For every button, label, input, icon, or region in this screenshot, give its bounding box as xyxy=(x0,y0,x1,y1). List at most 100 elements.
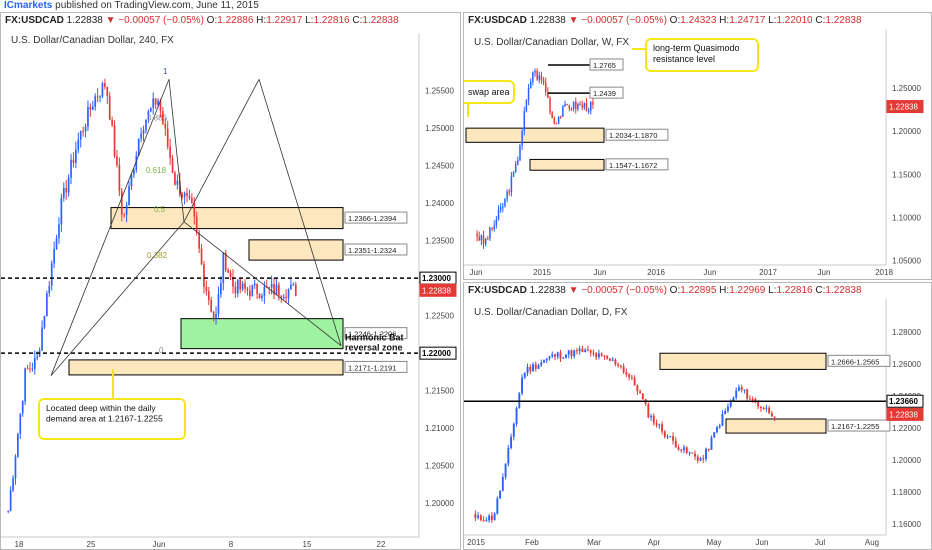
h4-zone-label-box xyxy=(344,211,408,224)
h4-candle-body xyxy=(241,283,244,290)
daily-candle-body xyxy=(672,436,675,441)
panel-h4[interactable]: FX:USDCAD 1.22838 ▼ −0.00057 (−0.05%) O:… xyxy=(0,12,461,550)
weekly-y-tick-label: 1.25000 xyxy=(892,84,921,93)
h4-candle-body xyxy=(9,490,12,511)
h4-candle-body xyxy=(239,279,242,290)
h4-candle-body xyxy=(120,191,123,215)
daily-y-tick-label: 1.22000 xyxy=(892,424,921,433)
daily-ohlc-header: FX:USDCAD 1.22838 ▼ −0.00057 (−0.05%) O:… xyxy=(468,285,862,296)
daily-price-tag: 1.22838 xyxy=(889,410,918,419)
h4-zone-label-box xyxy=(344,243,408,256)
h4-candle-body xyxy=(36,356,39,359)
daily-candle-body xyxy=(496,498,499,514)
h4-candle-body xyxy=(82,131,84,133)
h4-candle-body xyxy=(29,368,31,370)
h4-candle-body xyxy=(217,294,220,315)
h4-chart[interactable]: 1.25500 1.25000 1.24500 1.24000 1.23500 1.230… xyxy=(1,13,460,549)
h4-candle-body xyxy=(72,159,75,163)
daily-candle-body xyxy=(597,353,600,358)
weekly-candle-body xyxy=(544,82,547,92)
h4-candle-body xyxy=(207,291,210,301)
published-text: published on TradingView.com, June 11, 2… xyxy=(52,0,259,11)
daily-candle-body xyxy=(674,440,677,448)
h4-candle-body xyxy=(142,130,145,134)
h4-zone-label: 1.2351-1.2324 xyxy=(348,246,396,255)
weekly-y-tick-label: 1.10000 xyxy=(892,213,921,222)
h4-candle-body xyxy=(116,156,118,165)
weekly-candle-body xyxy=(583,103,586,108)
daily-zone-label: 1.2666-1.2565 xyxy=(831,357,879,366)
h4-candle-body xyxy=(169,146,171,159)
h4-candle-body xyxy=(212,311,215,319)
h4-candle-body xyxy=(70,159,72,178)
h4-y-tick-label: 1.25000 xyxy=(425,124,454,133)
weekly-chart[interactable]: 1.25000 1.20000 1.15000 1.10000 1.05000 Jun 20… xyxy=(464,13,931,279)
daily-candle-body xyxy=(562,357,565,359)
h4-candle-body xyxy=(282,297,285,299)
h4-candle-body xyxy=(203,264,205,287)
weekly-y-tick-label: 1.05000 xyxy=(892,257,921,266)
daily-candle-body xyxy=(655,423,658,425)
daily-candle-body xyxy=(661,424,664,432)
h4-price-tag-box xyxy=(419,346,457,360)
weekly-candle-body xyxy=(538,75,541,80)
weekly-candle-body xyxy=(577,104,579,109)
daily-candle-body xyxy=(680,449,683,451)
daily-candle-body xyxy=(619,365,622,367)
h4-candle-body xyxy=(251,285,254,297)
daily-candle-body xyxy=(740,387,743,390)
daily-chart[interactable]: 1.280001.260001.240001.220001.200001.180… xyxy=(464,283,931,549)
weekly-candle-body xyxy=(581,105,583,108)
h4-candle-body xyxy=(91,106,94,110)
h4-candle-body xyxy=(222,252,225,284)
weekly-candle-body xyxy=(555,123,558,125)
weekly-candle-body xyxy=(478,236,480,241)
h4-candle-body xyxy=(152,98,155,108)
h4-candle-body xyxy=(220,283,222,295)
h4-candle-body xyxy=(50,263,53,286)
daily-candle-body xyxy=(488,515,491,521)
daily-x-tick-label: 2015 xyxy=(467,538,485,547)
panel-weekly[interactable]: FX:USDCAD 1.22838 ▼ −0.00057 (−0.05%) O:… xyxy=(463,12,932,280)
daily-candle-body xyxy=(573,350,576,357)
weekly-candle-body xyxy=(575,101,577,109)
daily-zone-label-box xyxy=(827,354,891,367)
h4-candle-body xyxy=(232,277,234,287)
daily-candle-body xyxy=(757,402,760,407)
h4-candle-body xyxy=(19,413,22,434)
h4-candle-body xyxy=(77,139,80,150)
h4-candle-body xyxy=(53,248,55,264)
weekly-candle-body xyxy=(557,116,560,124)
daily-candle-body xyxy=(575,350,578,352)
daily-candle-body xyxy=(534,364,537,369)
h4-y-tick-label: 1.20000 xyxy=(425,499,454,508)
daily-y-tick-label: 1.18000 xyxy=(892,488,921,497)
weekly-candle-body xyxy=(553,117,556,124)
daily-candle-body xyxy=(633,377,636,386)
weekly-candle-body xyxy=(564,103,566,107)
daily-candle-body xyxy=(586,349,589,351)
h4-ohlc-header: FX:USDCAD 1.22838 ▼ −0.00057 (−0.05%) O:… xyxy=(5,15,399,26)
h4-y-tick-label: 1.23500 xyxy=(425,237,454,246)
daily-candle-body xyxy=(702,458,705,460)
daily-candle-body xyxy=(707,448,710,450)
daily-candle-body xyxy=(639,391,642,394)
weekly-swap-callout-text: swap area xyxy=(468,87,510,97)
h4-candle-body xyxy=(113,125,116,157)
weekly-candle-body xyxy=(579,104,581,106)
h4-candle-body xyxy=(94,96,97,107)
h4-candle-body xyxy=(176,180,179,185)
weekly-candle-body xyxy=(519,145,521,161)
h4-candle-body xyxy=(188,195,191,198)
h4-candle-body xyxy=(280,295,283,298)
h4-pattern-line xyxy=(168,79,185,222)
daily-candle-body xyxy=(724,410,727,414)
h4-candle-body xyxy=(67,177,70,193)
panel-daily[interactable]: FX:USDCAD 1.22838 ▼ −0.00057 (−0.05%) O:… xyxy=(463,282,932,550)
publisher-name[interactable]: ICmarkets xyxy=(4,0,53,11)
daily-candle-body xyxy=(636,385,639,392)
weekly-candle-body xyxy=(547,91,549,99)
daily-candle-body xyxy=(765,407,768,409)
weekly-level-label-box xyxy=(589,86,624,99)
weekly-ohlc-header: FX:USDCAD 1.22838 ▼ −0.00057 (−0.05%) O:… xyxy=(468,15,862,26)
